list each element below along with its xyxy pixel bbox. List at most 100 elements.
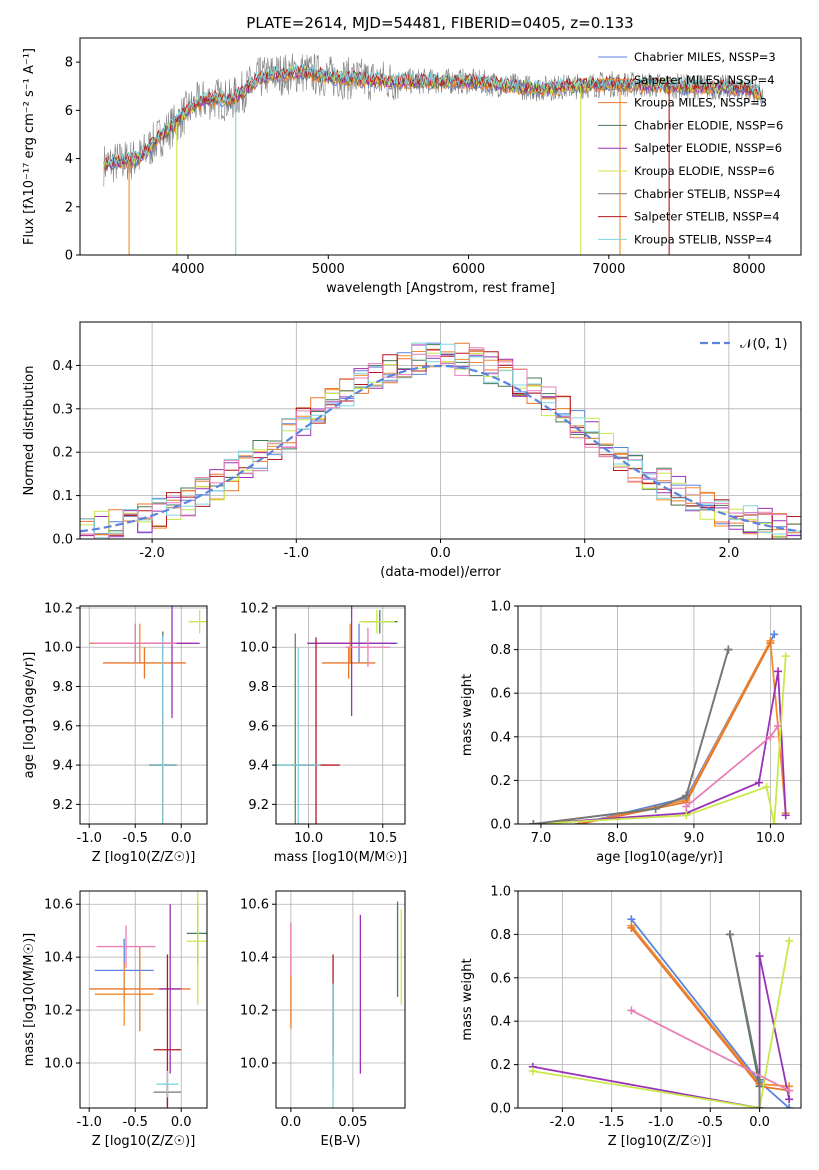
y-tick-label: 0.0 [490,1102,511,1117]
error-bar-point [321,647,376,679]
mass-weight-line-kroupa-elodie [532,940,791,1108]
legend: Chabrier MILES, NSSP=3 Salpeter MILES, NS… [598,50,783,246]
axes-frame [79,37,802,256]
y-tick-label: 4 [65,152,73,167]
mass-weight-line-salpeter-elodie [533,671,787,824]
x-tick-label: 10.0 [756,831,785,846]
error-bar-point [156,1070,179,1098]
error-bar-point [93,623,177,663]
mass-weight-marker [529,820,538,824]
y-tick-label: 0 [65,249,73,264]
error-bar-point [94,962,154,1026]
x-tick-label: -0.5 [698,1115,723,1130]
mass-weight-marker [754,778,763,787]
panel-mass-vs-ebv: 0.0 0.05 10.0 10.2 10.4 10.6 E(B-V) [240,890,406,1149]
x-tick-label: -1.5 [599,1115,624,1130]
y-tick-label: 6 [65,104,73,119]
error-bar-point [276,647,321,824]
x-tick-label: -1.0 [284,546,309,561]
axes-frame [79,321,802,540]
model-spectrum-salpeter-stelib [103,64,763,168]
x-tick-label: 8.0 [607,831,628,846]
y-tick-label: 1.0 [490,600,511,615]
x-tick-label: 6000 [452,262,485,277]
mass-weight-marker [627,1006,636,1015]
x-tick-label: 0.05 [338,1115,367,1130]
x-tick-label: 10.5 [368,831,397,846]
model-spectrum-chabrier-stelib [103,64,763,168]
y-tick-label: 8 [65,56,73,71]
y-tick-label: 0.2 [490,1058,511,1073]
panel-mass-vs-z: -1.0 -0.5 0.0 10.0 10.2 10.4 10.6 Z [log10(Z/Z☉… [22,890,208,1149]
panel-mass-weight-vs-age: 7.0 8.0 9.0 10.0 0.0 0.2 0.4 0.6 0.8 1.0 age [log1… [460,600,802,865]
y-tick-label: 0.4 [52,359,73,374]
y-tick-label: 1.0 [490,885,511,900]
mass-weight-line-chabrier-stelib [533,649,730,824]
x-tick-label: 8000 [733,262,766,277]
mass-weight-marker [766,732,775,741]
y-tick-label: 10.2 [240,1004,269,1019]
legend-label: Chabrier ELODIE, NSSP=6 [634,118,783,132]
y-tick-label: 0.4 [490,1015,511,1030]
y-tick-label: 0.1 [52,489,73,504]
panel-mass-weight-vs-z: -2.0 -1.5 -1.0 -0.5 0.0 0.0 0.2 0.4 0.6 0.8 1.0 Z [… [460,885,802,1149]
axes-frame [79,605,208,825]
mass-weight-marker [755,1075,764,1084]
error-bar-point [153,954,182,1108]
error-bar-point [96,925,156,968]
legend: 𝒩(0, 1) [700,337,787,352]
mass-weight-marker [724,645,733,654]
x-tick-label: -0.5 [123,831,148,846]
x-tick-label: 5000 [312,262,345,277]
y-tick-label: 10.0 [240,641,269,656]
plot-area [89,606,207,824]
axes-frame [79,890,208,1109]
y-tick-label: 9.2 [248,798,269,813]
error-bar-point [103,647,186,679]
x-tick-label: 10.0 [294,831,323,846]
x-axis-label: age [log10(age/yr)] [596,850,723,865]
axes-frame [275,605,406,825]
x-tick-label: 0.0 [171,1115,192,1130]
x-tick-label: 4000 [171,262,204,277]
x-axis-label: Z [log10(Z/Z☉)] [608,1134,712,1149]
axes-frame [517,890,802,1109]
plot-area [89,891,207,1108]
x-tick-label: 0.0 [281,1115,302,1130]
y-tick-label: 10.6 [240,898,269,913]
y-tick-label: 9.6 [248,719,269,734]
y-tick-label: 9.8 [248,680,269,695]
plot-area [529,630,790,824]
plot-area [276,606,398,824]
x-tick-label: 1.0 [574,546,595,561]
error-bar-point [359,609,395,634]
panel-spectrum: 4000 5000 6000 7000 8000 0 2 4 6 8 wavelength [Ang… [22,37,802,296]
y-tick-label: 10.4 [240,951,269,966]
panel-residuals: -2.0 -1.0 0.0 1.0 2.0 0.0 0.1 0.2 0.3 0.4 (data-mo… [22,321,802,580]
y-axis-label: age [log10(age/yr)] [22,652,37,779]
mass-weight-line-chabrier-miles [578,633,775,824]
figure-title: PLATE=2614, MJD=54481, FIBERID=0405, z=0… [246,14,633,32]
mass-weight-marker [682,811,691,820]
y-tick-label: 0.0 [52,533,73,548]
x-tick-label: 7.0 [531,831,552,846]
y-tick-label: 0.8 [490,643,511,658]
error-bar-point [345,627,391,667]
y-tick-label: 9.6 [52,719,73,734]
y-axis-label: mass weight [460,674,475,756]
mass-weight-marker [774,667,783,676]
y-tick-label: 0.2 [490,774,511,789]
mass-weight-marker [762,782,771,791]
y-tick-label: 9.4 [52,759,73,774]
error-bar-point [307,606,397,716]
mass-weight-marker [627,923,636,932]
legend-label: Chabrier MILES, NSSP=3 [634,50,776,64]
mass-weight-marker [755,952,764,961]
y-tick-label: 0.2 [52,446,73,461]
legend-label: Salpeter ELODIE, NSSP=6 [634,141,782,155]
y-tick-label: 10.2 [240,601,269,616]
x-tick-label: -1.0 [648,1115,673,1130]
normal-reference-curve [80,364,801,533]
mass-weight-marker [682,802,691,811]
